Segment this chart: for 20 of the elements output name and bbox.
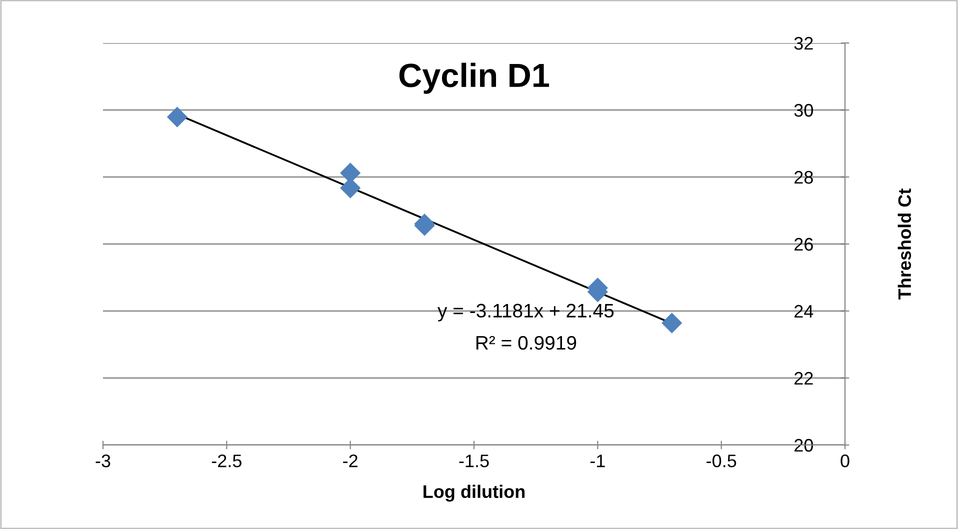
annotation: R² = 0.9919 xyxy=(476,336,576,350)
point xyxy=(662,312,682,334)
y-tick-label: 24 xyxy=(794,304,814,318)
point xyxy=(166,106,188,128)
y-axis-title: Threshold Ct xyxy=(898,188,912,300)
x-tick-label: -2.5 xyxy=(212,454,242,468)
x-tick-label: -1 xyxy=(590,454,605,468)
y-tick-label: 30 xyxy=(794,104,813,117)
y-tick-label: 28 xyxy=(794,170,813,184)
text: Cyclin D1 xyxy=(399,62,550,94)
annotation: y = -3.1181x + 21.45 xyxy=(438,304,614,322)
y-tick-label: 22 xyxy=(794,372,813,385)
x-axis-title: Log dilution xyxy=(424,484,525,502)
y-tick-label: 26 xyxy=(794,238,813,251)
x-tick-label: -2 xyxy=(343,454,358,468)
y-tick-label: 32 xyxy=(794,36,813,50)
x-tick-label: -3 xyxy=(96,454,110,468)
x-tick-label: -1.5 xyxy=(459,454,489,468)
x-tick-label: 0 xyxy=(840,454,850,468)
x-tick-label: -0.5 xyxy=(706,454,736,468)
